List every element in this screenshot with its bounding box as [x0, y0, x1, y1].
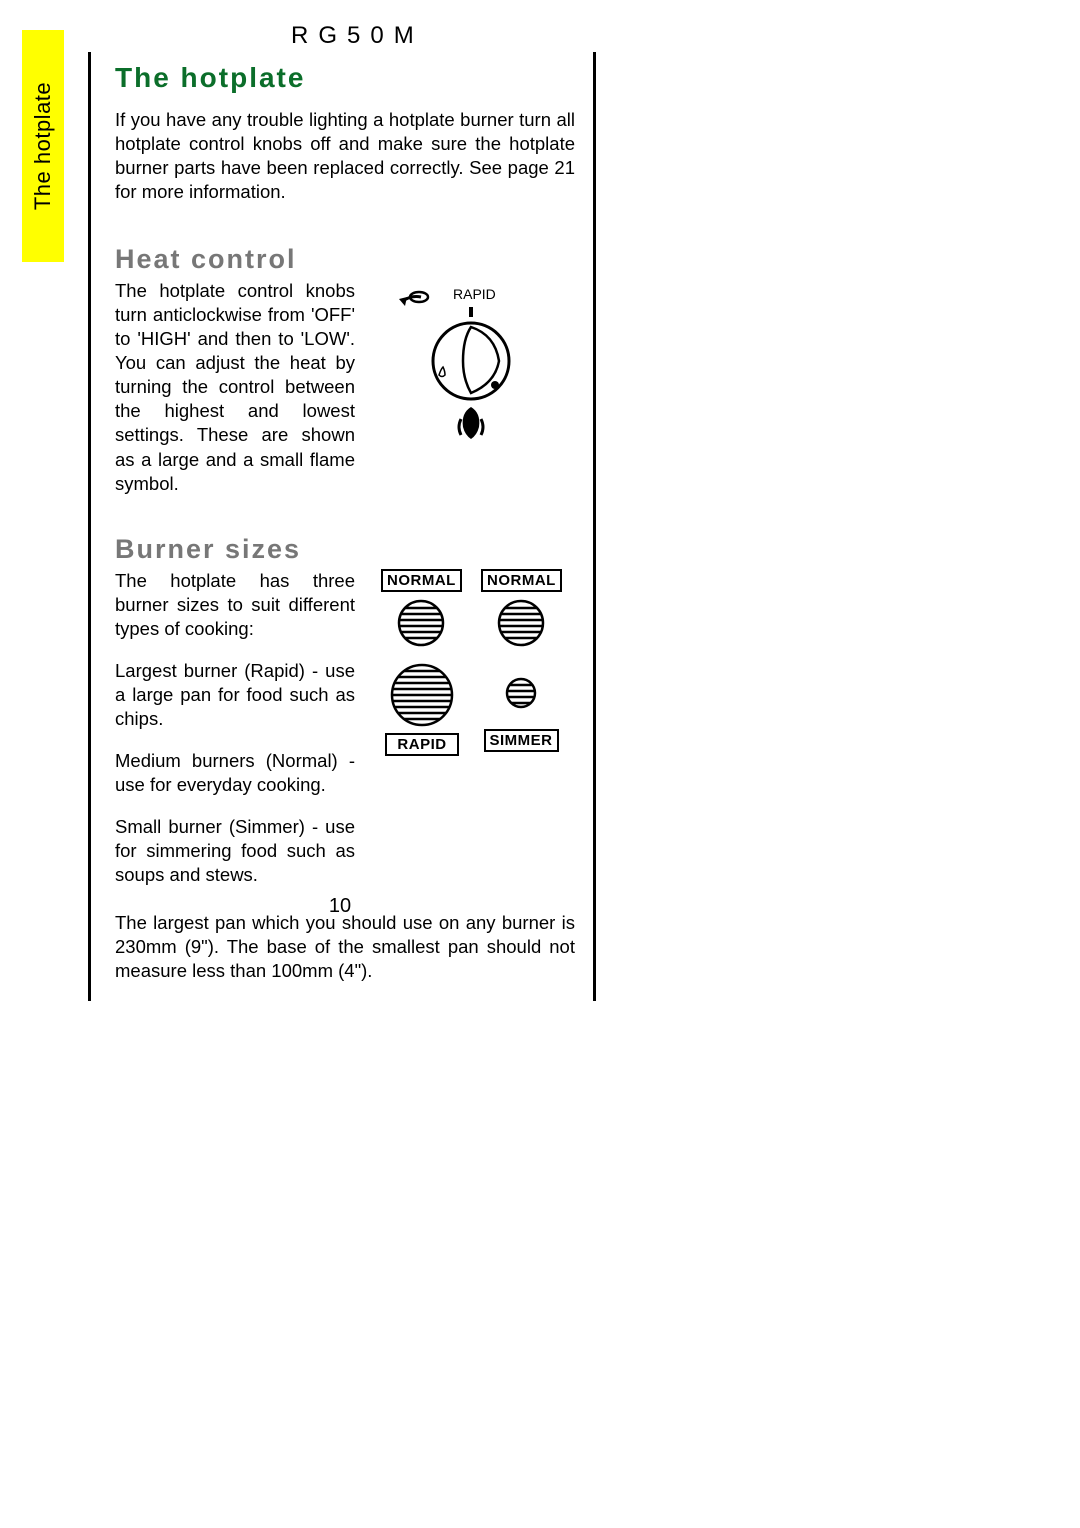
- burner-label-normal: NORMAL: [481, 569, 562, 592]
- burner-label-simmer: SIMMER: [484, 729, 559, 752]
- page-number: 10: [0, 895, 680, 918]
- burner-largest-text: Largest burner (Rapid) - use a large pan…: [115, 659, 355, 731]
- burner-simmer-icon: [499, 673, 543, 713]
- burner-rapid-icon: [382, 659, 462, 731]
- knob-diagram-icon: RAPID: [391, 279, 561, 449]
- burner-sizes-section: The hotplate has three burner sizes to s…: [115, 569, 575, 906]
- burner-intro-text: The hotplate has three burner sizes to s…: [115, 569, 355, 641]
- heat-control-text: The hotplate control knobs turn anticloc…: [115, 279, 355, 495]
- knob-rapid-label: RAPID: [453, 286, 496, 302]
- burner-footnote: The largest pan which you should use on …: [115, 911, 575, 983]
- burner-small-text: Small burner (Simmer) - use for simmerin…: [115, 815, 355, 887]
- burner-normal-icon: [391, 596, 451, 650]
- burner-normal-icon: [491, 596, 551, 650]
- section-tab: The hotplate: [22, 30, 64, 262]
- heat-control-heading: Heat control: [115, 244, 575, 275]
- page-content: The hotplate If you have any trouble lig…: [88, 52, 596, 1001]
- burner-medium-text: Medium burners (Normal) - use for everyd…: [115, 749, 355, 797]
- burner-layout-diagram: NORMAL NORMAL: [381, 569, 571, 759]
- page-title: The hotplate: [115, 62, 575, 94]
- section-tab-label: The hotplate: [30, 82, 56, 210]
- intro-paragraph: If you have any trouble lighting a hotpl…: [115, 108, 575, 204]
- heat-control-section: The hotplate control knobs turn anticloc…: [115, 279, 575, 513]
- burner-label-rapid: RAPID: [385, 733, 458, 756]
- burner-label-normal: NORMAL: [381, 569, 462, 592]
- burner-sizes-heading: Burner sizes: [115, 534, 575, 565]
- model-number: RG50M: [291, 22, 424, 50]
